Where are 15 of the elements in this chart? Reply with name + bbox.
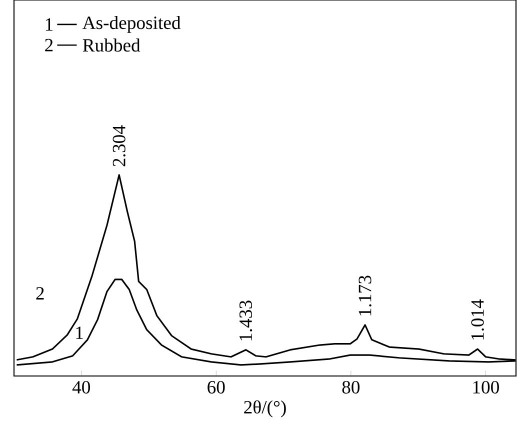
legend-label: Rubbed [82, 38, 140, 52]
x-tick-label: 80 [342, 380, 360, 394]
annotation: 1.433 [239, 300, 252, 340]
annotation: 1.173 [358, 276, 372, 316]
text: 2 [45, 38, 53, 52]
annotation: 1.014 [471, 299, 484, 340]
x-tick-label: 40 [72, 380, 90, 394]
x-axis-title: 2θ/(°) [244, 400, 286, 418]
x-tick-label: 100 [473, 380, 499, 394]
legend-label: As-deposited [82, 16, 181, 33]
annotation: 1 [76, 326, 83, 339]
x-tick-label: 60 [208, 380, 225, 394]
annotation: 2 [36, 287, 44, 300]
annotation: 2.304 [112, 125, 126, 166]
text: 1 [46, 18, 53, 31]
